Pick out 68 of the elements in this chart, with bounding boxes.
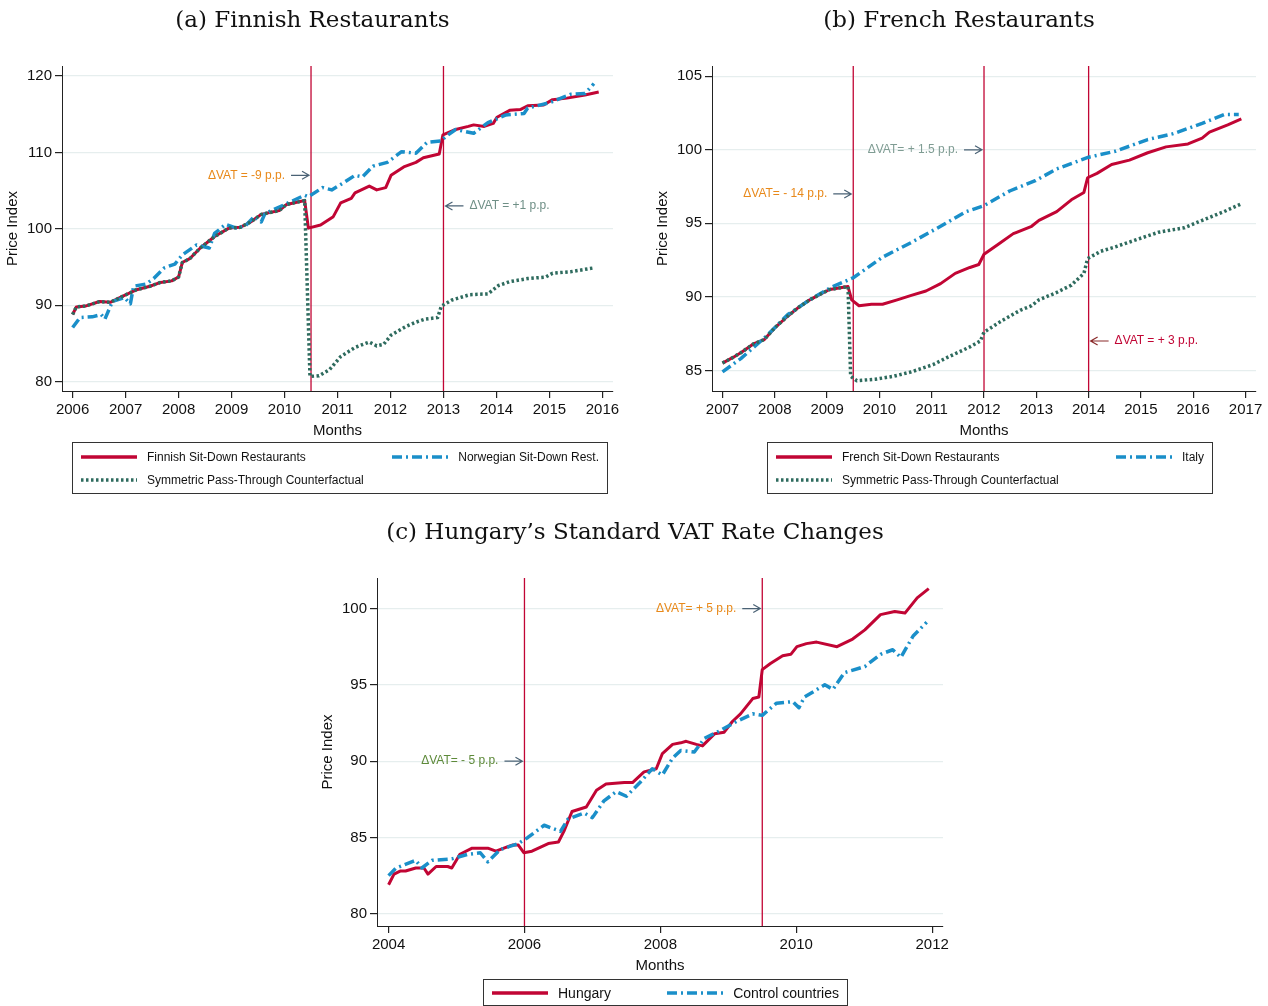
y-tick-label: 120 <box>27 66 53 84</box>
annotation: ΔVAT= + 5 p.p. <box>655 600 737 615</box>
chart-title: (b) French Restaurants <box>822 5 1096 34</box>
x-tick-label: 2012 <box>967 400 1001 418</box>
legend-label: Symmetric Pass-Through Counterfactual <box>147 472 364 487</box>
x-tick-label: 2011 <box>915 400 948 418</box>
x-tick-label: 2015 <box>1124 400 1158 418</box>
y-axis-title: Price Index <box>318 713 336 790</box>
x-tick-label: 2017 <box>1228 400 1263 418</box>
y-tick-label: 85 <box>685 360 703 378</box>
x-tick-label: 2009 <box>810 400 844 418</box>
x-tick-label: 2011 <box>321 400 354 418</box>
annotation: ΔVAT= - 14 p.p. <box>743 186 828 201</box>
legend-label: Hungary <box>558 984 611 1001</box>
x-axis-title: Months <box>635 956 685 974</box>
x-tick-label: 2009 <box>214 400 249 418</box>
x-tick-label: 2007 <box>108 400 143 418</box>
y-tick-label: 90 <box>35 295 53 313</box>
x-tick-label: 2008 <box>758 400 792 418</box>
legend-label: Symmetric Pass-Through Counterfactual <box>842 472 1059 487</box>
annotation: ΔVAT= - 5 p.p. <box>421 753 499 768</box>
annotation: ΔVAT = -9 p.p. <box>207 167 286 182</box>
legend-label: Control countries <box>733 984 839 1001</box>
annotation: ΔVAT = + 3 p.p. <box>1114 333 1199 348</box>
x-axis-title: Months <box>959 421 1009 439</box>
legend-label: Norwegian Sit-Down Rest. <box>458 449 599 464</box>
x-tick-label: 2013 <box>426 400 461 418</box>
x-tick-label: 2010 <box>267 400 302 418</box>
y-tick-label: 80 <box>35 371 53 389</box>
y-tick-label: 100 <box>677 139 703 157</box>
x-tick-label: 2006 <box>507 935 542 953</box>
y-tick-label: 110 <box>28 142 53 160</box>
x-tick-label: 2015 <box>532 400 567 418</box>
legend-label: Italy <box>1181 449 1204 464</box>
chart-title: (a) Finnish Restaurants <box>174 5 451 34</box>
annotation: ΔVAT= + 1.5 p.p. <box>867 142 959 157</box>
x-tick-label: 2012 <box>373 400 408 418</box>
x-tick-label: 2012 <box>915 935 949 953</box>
y-tick-label: 100 <box>342 598 368 616</box>
y-tick-label: 90 <box>350 751 368 769</box>
line-series <box>70 198 596 379</box>
y-tick-label: 95 <box>350 674 368 692</box>
x-tick-label: 2014 <box>1071 400 1106 418</box>
y-tick-label: 80 <box>350 903 368 921</box>
x-tick-label: 2006 <box>55 400 90 418</box>
y-tick-label: 105 <box>677 66 703 84</box>
annotation: ΔVAT = +1 p.p. <box>469 198 550 213</box>
y-tick-label: 100 <box>27 219 53 237</box>
x-tick-label: 2004 <box>371 935 406 953</box>
legend-label: French Sit-Down Restaurants <box>842 449 1000 464</box>
x-axis-title: Months <box>312 421 363 439</box>
y-tick-label: 90 <box>685 287 703 305</box>
x-tick-label: 2013 <box>1019 400 1054 418</box>
x-tick-label: 2010 <box>862 400 897 418</box>
x-tick-label: 2008 <box>161 400 196 418</box>
x-tick-label: 2010 <box>779 935 813 953</box>
x-tick-label: 2007 <box>705 400 740 418</box>
legend-label: Finnish Sit-Down Restaurants <box>147 449 306 464</box>
x-tick-label: 2008 <box>643 935 678 953</box>
y-tick-label: 95 <box>685 213 703 231</box>
y-tick-label: 85 <box>350 827 368 845</box>
x-tick-label: 2016 <box>1176 400 1210 418</box>
y-axis-title: Price Index <box>653 190 671 267</box>
line-series <box>720 202 1243 383</box>
y-axis-title: Price Index <box>3 190 21 267</box>
x-tick-label: 2014 <box>479 400 514 418</box>
x-tick-label: 2016 <box>585 400 620 418</box>
chart-title: (c) Hungary’s Standard VAT Rate Changes <box>385 517 885 546</box>
